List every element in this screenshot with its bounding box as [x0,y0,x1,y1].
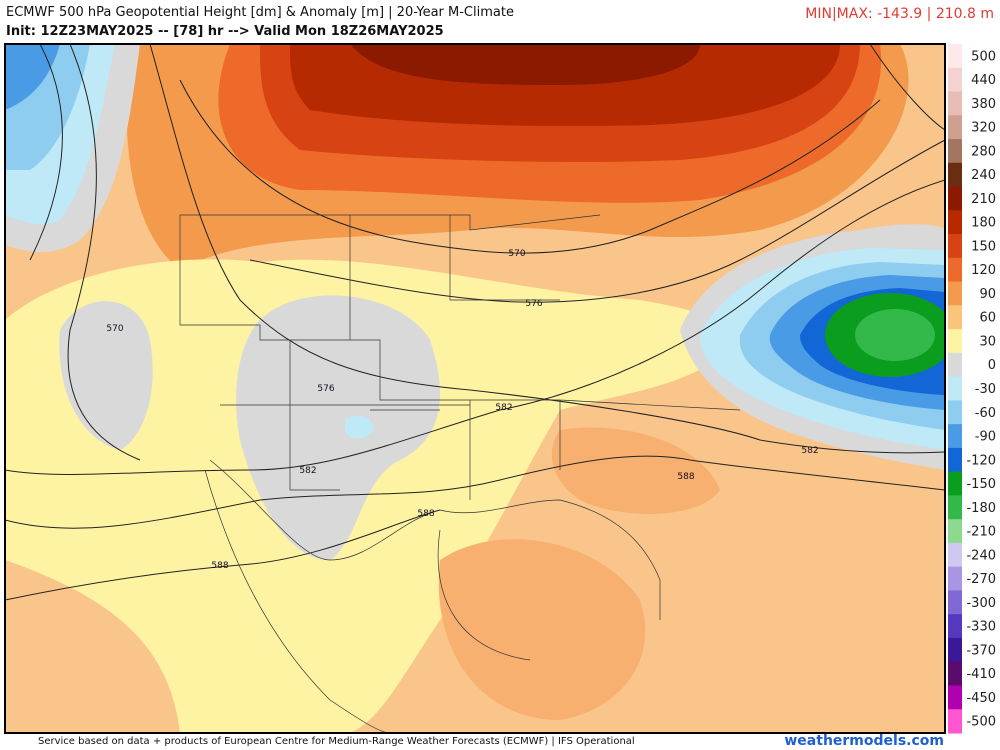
colorbar-label: -150 [966,477,996,492]
colorbar-label: 150 [971,239,996,254]
colorbar-label: -180 [966,501,996,516]
colorbar-label: -500 [966,715,996,730]
colorbar-swatch [948,661,962,686]
colorbar-swatch [948,447,962,473]
colorbar: 500 440 380 320 280 240 210 180 150 120 90 60 30 0 -30… [948,44,996,734]
colorbar-swatch [948,376,962,401]
contour-label: 570 [106,324,123,334]
colorbar-swatch [948,305,962,330]
colorbar-swatch [948,44,962,69]
colorbar-swatch [948,685,962,710]
colorbar-label: -240 [966,548,996,563]
colorbar-label: 60 [979,311,996,326]
colorbar-swatch [948,329,962,354]
contour-label: 582 [299,466,316,476]
colorbar-swatch [948,637,962,663]
colorbar-label: -30 [975,382,996,397]
colorbar-label: 210 [971,192,996,207]
colorbar-label: 240 [971,168,996,183]
colorbar-swatch [948,542,962,568]
colorbar-label: -210 [966,525,996,540]
colorbar-swatch [948,234,962,259]
contour-label: 588 [677,472,694,482]
contour-label: 576 [525,299,542,309]
title: ECMWF 500 hPa Geopotential Height [dm] &… [6,5,514,20]
contour-label: 588 [211,561,228,571]
colorbar-swatch [948,709,962,734]
contour-label: 588 [417,509,434,519]
colorbar-label: 440 [971,73,996,88]
subtitle: Init: 12Z23MAY2025 -- [78] hr --> Valid … [6,24,444,39]
contour-labels: 570 576 570 576 582 582 582 588 588 588 [106,249,818,571]
colorbar-swatch [948,210,962,235]
colorbar-swatch [948,67,962,93]
colorbar-label: -410 [966,667,996,682]
colorbar-swatch [948,400,962,425]
colorbar-swatch [948,471,962,496]
colorbar-label: -90 [975,430,996,445]
contour-label: 576 [317,384,334,394]
colorbar-swatch [948,162,962,188]
colorbar-swatch [948,495,962,520]
colorbar-swatch [948,186,962,211]
colorbar-label: 30 [979,334,996,349]
contour-label: 582 [495,403,512,413]
credit: Service based on data + products of Euro… [38,736,635,747]
contour-label: 570 [508,249,525,259]
colorbar-swatch [948,257,962,283]
colorbar-swatch [948,590,962,615]
colorbar-swatch [948,281,962,306]
colorbar-label: 120 [971,263,996,278]
colorbar-label: 500 [971,49,996,64]
colorbar-swatch [948,352,962,378]
site-name: weathermodels.com [784,733,944,749]
map [4,43,946,734]
colorbar-label: -370 [966,643,996,658]
colorbar-label: -60 [975,406,996,421]
colorbar-label: 380 [971,97,996,112]
colorbar-label: -120 [966,453,996,468]
colorbar-label: -330 [966,620,996,635]
colorbar-swatch [948,614,962,639]
colorbar-label: 0 [988,358,996,373]
colorbar-label: -300 [966,596,996,611]
colorbar-label: 180 [971,216,996,231]
colorbar-label: -450 [966,691,996,706]
colorbar-swatch [948,424,962,449]
colorbar-swatch [948,115,962,140]
colorbar-label: 90 [979,287,996,302]
colorbar-label: 320 [971,121,996,136]
colorbar-label: 280 [971,144,996,159]
min-max: MIN|MAX: -143.9 | 210.8 m [805,6,994,22]
colorbar-swatch [948,519,962,544]
colorbar-label: -270 [966,572,996,587]
colorbar-swatch [948,91,962,116]
contour-label: 582 [801,446,818,456]
colorbar-swatch [948,139,962,164]
colorbar-swatch [948,566,962,591]
